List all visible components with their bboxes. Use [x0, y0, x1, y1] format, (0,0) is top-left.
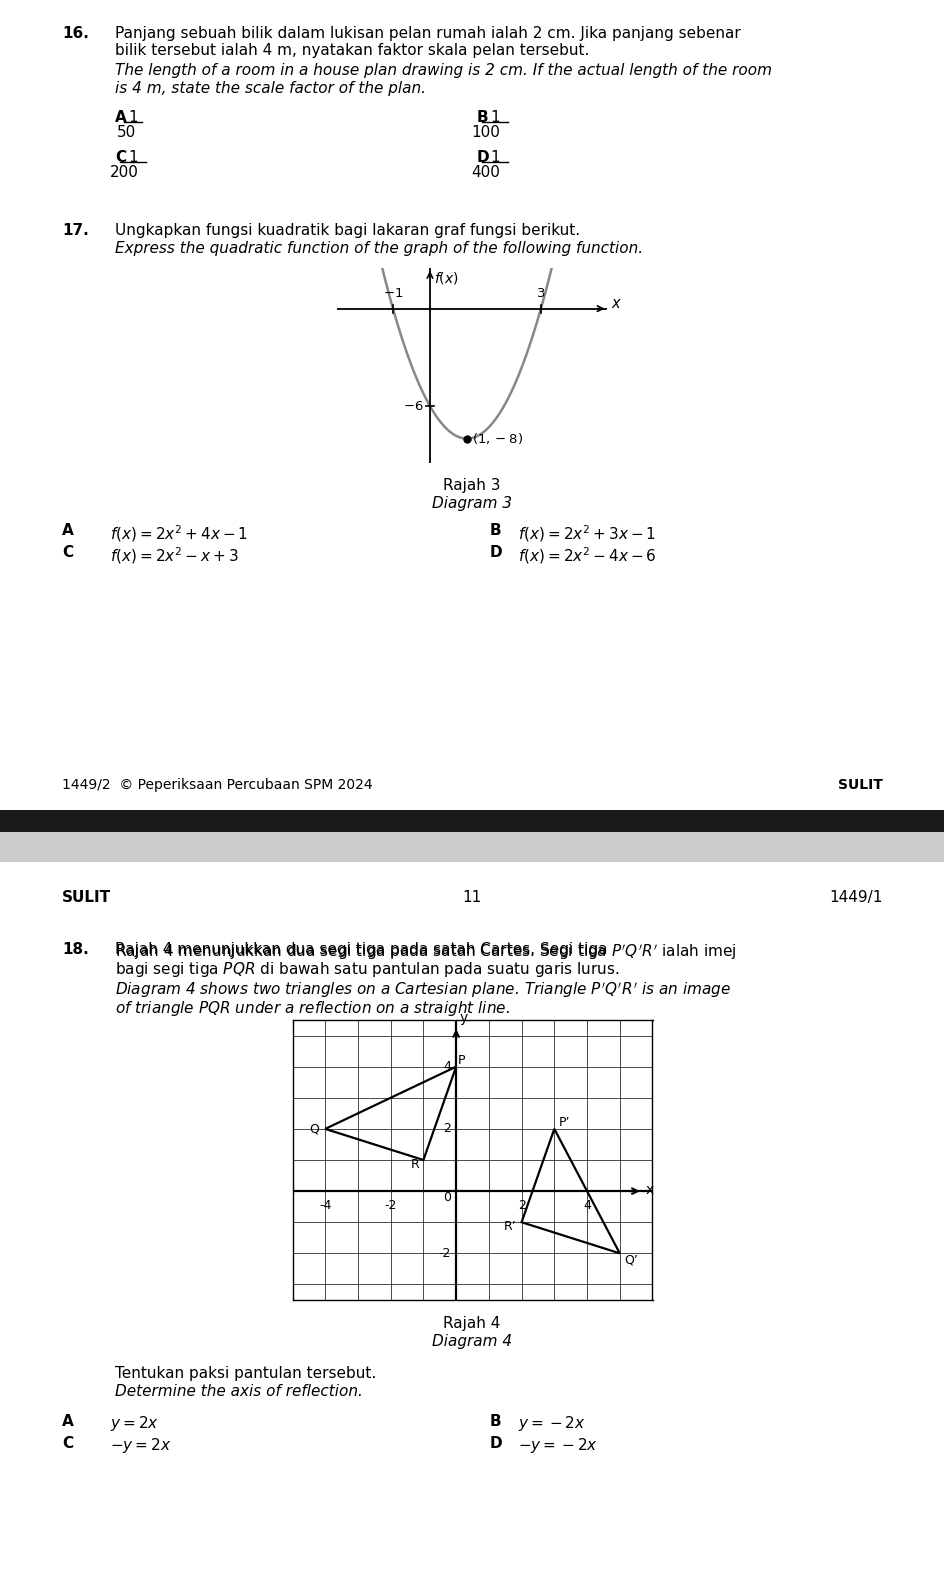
Text: x: x	[646, 1183, 653, 1197]
Text: The length of a room in a house plan drawing is 2 cm. If the actual length of th: The length of a room in a house plan dra…	[115, 62, 771, 78]
Text: 1: 1	[490, 110, 499, 124]
Text: D: D	[477, 150, 489, 164]
Text: $y = 2x$: $y = 2x$	[110, 1414, 159, 1433]
Text: $f(x) = 2x^2 + 4x - 1$: $f(x) = 2x^2 + 4x - 1$	[110, 523, 248, 544]
Text: SULIT: SULIT	[62, 891, 111, 905]
Text: $f(x) = 2x^2 - 4x - 6$: $f(x) = 2x^2 - 4x - 6$	[517, 544, 656, 565]
Text: $-y = -2x$: $-y = -2x$	[517, 1436, 598, 1456]
Text: 1: 1	[128, 150, 138, 164]
Text: C: C	[62, 1436, 73, 1451]
Text: -2: -2	[438, 1246, 450, 1259]
Text: 1: 1	[490, 150, 499, 164]
Text: 1449/1: 1449/1	[829, 891, 882, 905]
Text: 4: 4	[582, 1199, 590, 1211]
Text: 4: 4	[443, 1060, 450, 1073]
Text: Rajah 4 menunjukkan dua segi tiga pada satah Cartes. Segi tiga: Rajah 4 menunjukkan dua segi tiga pada s…	[115, 942, 612, 958]
Text: $x$: $x$	[611, 297, 622, 311]
Text: SULIT: SULIT	[837, 777, 882, 792]
Text: $f(x) = 2x^2 - x + 3$: $f(x) = 2x^2 - x + 3$	[110, 544, 239, 565]
Text: $y = -2x$: $y = -2x$	[517, 1414, 585, 1433]
Text: Panjang sebuah bilik dalam lukisan pelan rumah ialah 2 cm. Jika panjang sebenar: Panjang sebuah bilik dalam lukisan pelan…	[115, 26, 740, 41]
Text: $-1$: $-1$	[382, 287, 403, 300]
Text: Express the quadratic function of the graph of the following function.: Express the quadratic function of the gr…	[115, 241, 643, 255]
Text: bilik tersebut ialah 4 m, nyatakan faktor skala pelan tersebut.: bilik tersebut ialah 4 m, nyatakan fakto…	[115, 43, 589, 57]
Text: 17.: 17.	[62, 223, 89, 238]
Text: 18.: 18.	[62, 942, 89, 958]
Text: Q’: Q’	[624, 1253, 637, 1266]
Text: 400: 400	[471, 164, 500, 180]
Text: Rajah 4 menunjukkan dua segi tiga pada satah Cartes. Segi tiga $P'Q'R'$ ialah im: Rajah 4 menunjukkan dua segi tiga pada s…	[115, 942, 735, 962]
Text: C: C	[115, 150, 126, 164]
Text: $-y = 2x$: $-y = 2x$	[110, 1436, 171, 1456]
Text: Rajah 4: Rajah 4	[443, 1317, 500, 1331]
Text: Diagram 3: Diagram 3	[431, 496, 512, 511]
Text: 200: 200	[110, 164, 138, 180]
Text: y: y	[459, 1010, 467, 1025]
Text: D: D	[490, 544, 502, 560]
Text: 2: 2	[443, 1122, 450, 1135]
Text: 0: 0	[443, 1191, 450, 1203]
Text: 100: 100	[471, 124, 500, 140]
Text: P’: P’	[558, 1116, 569, 1128]
Text: -2: -2	[384, 1199, 396, 1211]
Text: C: C	[62, 544, 73, 560]
Text: 1: 1	[128, 110, 138, 124]
Text: $f(x) = 2x^2 + 3x - 1$: $f(x) = 2x^2 + 3x - 1$	[517, 523, 655, 544]
Bar	[0, 832, 944, 862]
Text: A: A	[62, 1414, 74, 1428]
Text: B: B	[490, 523, 501, 538]
Text: $-6$: $-6$	[402, 399, 423, 413]
Text: -4: -4	[319, 1199, 331, 1211]
Text: A: A	[115, 110, 126, 124]
Text: 11: 11	[462, 891, 481, 905]
Text: 1449/2  © Peperiksaan Percubaan SPM 2024: 1449/2 © Peperiksaan Percubaan SPM 2024	[62, 777, 372, 792]
Bar	[0, 811, 944, 832]
Text: $3$: $3$	[535, 287, 545, 300]
Text: 16.: 16.	[62, 26, 89, 41]
Text: Q: Q	[309, 1122, 318, 1135]
Text: R: R	[411, 1159, 419, 1171]
Text: $(1, -8)$: $(1, -8)$	[472, 431, 523, 447]
Text: Diagram 4 shows two triangles on a Cartesian plane. Triangle $P'Q'R'$ is an imag: Diagram 4 shows two triangles on a Carte…	[115, 980, 731, 999]
Text: Ungkapkan fungsi kuadratik bagi lakaran graf fungsi berikut.: Ungkapkan fungsi kuadratik bagi lakaran …	[115, 223, 580, 238]
Text: D: D	[490, 1436, 502, 1451]
Text: P: P	[457, 1053, 464, 1068]
Text: Rajah 3: Rajah 3	[443, 477, 500, 493]
Text: Diagram 4: Diagram 4	[431, 1334, 512, 1349]
Text: $f(x)$: $f(x)$	[434, 270, 459, 286]
Text: 50: 50	[116, 124, 136, 140]
Text: is 4 m, state the scale factor of the plan.: is 4 m, state the scale factor of the pl…	[115, 81, 426, 96]
Text: R’: R’	[503, 1221, 516, 1234]
Text: 2: 2	[517, 1199, 525, 1211]
Text: Tentukan paksi pantulan tersebut.: Tentukan paksi pantulan tersebut.	[115, 1366, 376, 1381]
Text: bagi segi tiga $PQR$ di bawah satu pantulan pada suatu garis lurus.: bagi segi tiga $PQR$ di bawah satu pantu…	[115, 961, 619, 978]
Text: Determine the axis of reflection.: Determine the axis of reflection.	[115, 1384, 362, 1400]
Text: A: A	[62, 523, 74, 538]
Text: of triangle $PQR$ under a reflection on a straight line.: of triangle $PQR$ under a reflection on …	[115, 999, 510, 1018]
Text: B: B	[477, 110, 488, 124]
Text: B: B	[490, 1414, 501, 1428]
